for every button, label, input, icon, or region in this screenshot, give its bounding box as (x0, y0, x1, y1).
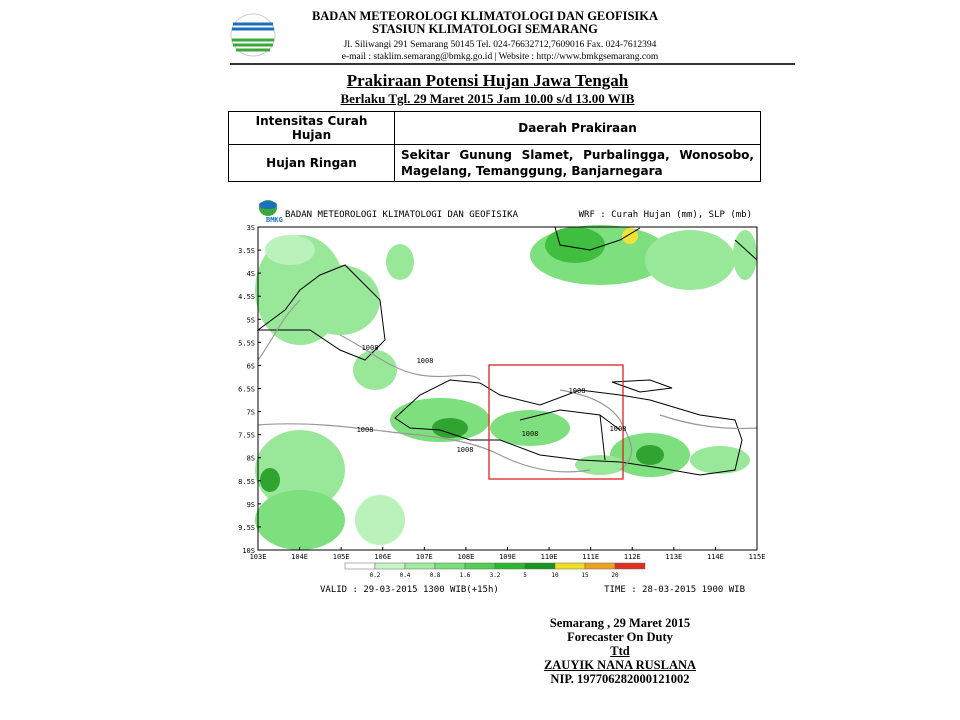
lat-label: 5S (247, 316, 255, 324)
lon-label: 106E (374, 553, 391, 561)
lat-label: 4S (247, 270, 255, 278)
colorbar-cell (434, 562, 466, 570)
report-validity: Berlaku Tgl. 29 Maret 2015 Jam 10.00 s/d… (340, 91, 635, 106)
lat-label: 8S (247, 455, 255, 463)
map-product: WRF : Curah Hujan (mm), SLP (mb) (579, 210, 752, 220)
colorbar-cell (494, 562, 526, 570)
lat-label: 3.5S (238, 247, 255, 255)
map-title: BADAN METEOROLOGI KLIMATOLOGI DAN GEOFIS… (285, 210, 519, 220)
colorbar-label: 0.2 (370, 572, 381, 579)
logo (230, 13, 276, 57)
lon-label: 103E (250, 553, 267, 561)
colorbar-label: 5 (523, 572, 527, 579)
table-cell: Sekitar Gunung Slamet, Purbalingga, Wono… (394, 144, 761, 182)
lat-label: 5.5S (238, 339, 255, 347)
contour-label: 1008 (457, 446, 474, 454)
footer-line: Forecaster On Duty (567, 630, 673, 644)
lon-label: 104E (291, 553, 308, 561)
footer-line: ZAUYIK NANA RUSLANA (543, 658, 697, 672)
colorbar-cell (524, 562, 556, 570)
lat-label: 6.5S (238, 386, 255, 394)
table-header: Daerah Prakiraan (394, 111, 761, 145)
lat-label: 9.5S (238, 524, 255, 532)
lat-label: 8.5S (238, 478, 255, 486)
colorbar-cell (374, 562, 406, 570)
map-logo: BMKG (266, 216, 283, 224)
colorbar-label: 15 (581, 572, 589, 579)
lat-label: 10S (242, 547, 255, 555)
report-title: Prakiraan Potensi Hujan Jawa Tengah (346, 71, 629, 90)
contour-label: 1008 (357, 426, 374, 434)
contour-label: 1008 (522, 430, 539, 438)
map-valid: VALID : 29-03-2015 1300 WIB(+15h) (320, 585, 499, 595)
lon-label: 110E (541, 553, 558, 561)
rule (230, 63, 795, 65)
colorbar-label: 20 (611, 572, 619, 579)
colorbar-label: 0.4 (400, 572, 411, 579)
forecast-table: Intensitas Curah Hujan Daerah Prakiraan H… (228, 111, 761, 182)
lon-label: 107E (416, 553, 433, 561)
colorbar-label: 1.6 (460, 572, 471, 579)
colorbar-label: 3.2 (490, 572, 501, 579)
lon-label: 114E (707, 553, 724, 561)
map-time: TIME : 28-03-2015 1900 WIB (604, 585, 745, 595)
colorbar-cell (404, 562, 436, 570)
colorbar-label: 10 (551, 572, 559, 579)
colorbar-cell (584, 562, 616, 570)
footer-line: Ttd (610, 644, 630, 658)
address: Jl. Siliwangi 291 Semarang 50145 Tel. 02… (343, 40, 657, 50)
lat-label: 7S (247, 409, 255, 417)
lat-label: 4.5S (238, 293, 255, 301)
footer-line: Semarang , 29 Maret 2015 (549, 616, 691, 630)
contour-label: 1008 (569, 387, 586, 395)
header-line: BADAN METEOROLOGI KLIMATOLOGI DAN GEOFIS… (311, 9, 659, 23)
lat-label: 7.5S (238, 432, 255, 440)
lon-label: 109E (499, 553, 516, 561)
lat-label: 6S (247, 362, 255, 370)
colorbar-label: 0.8 (430, 572, 441, 579)
contact: e-mail : staklim.semarang@bmkg.go.id | W… (341, 52, 659, 62)
colorbar-cell (344, 562, 376, 570)
lon-label: 115E (749, 553, 766, 561)
lon-label: 113E (665, 553, 682, 561)
table-cell: Hujan Ringan (228, 144, 395, 182)
lon-label: 112E (624, 553, 641, 561)
contour-label: 1008 (610, 425, 627, 433)
contour-label: 1008 (417, 357, 434, 365)
colorbar-cell (554, 562, 586, 570)
lat-label: 9S (247, 501, 255, 509)
footer-line: NIP. 197706282000121002 (550, 672, 690, 686)
colorbar-cell (464, 562, 496, 570)
header-line: STASIUN KLIMATOLOGI SEMARANG (372, 22, 598, 36)
lon-label: 105E (333, 553, 350, 561)
lat-label: 3S (247, 224, 255, 232)
colorbar-cell (614, 562, 646, 570)
lon-label: 108E (457, 553, 474, 561)
contour-label: 1008 (362, 344, 379, 352)
lon-label: 111E (582, 553, 599, 561)
